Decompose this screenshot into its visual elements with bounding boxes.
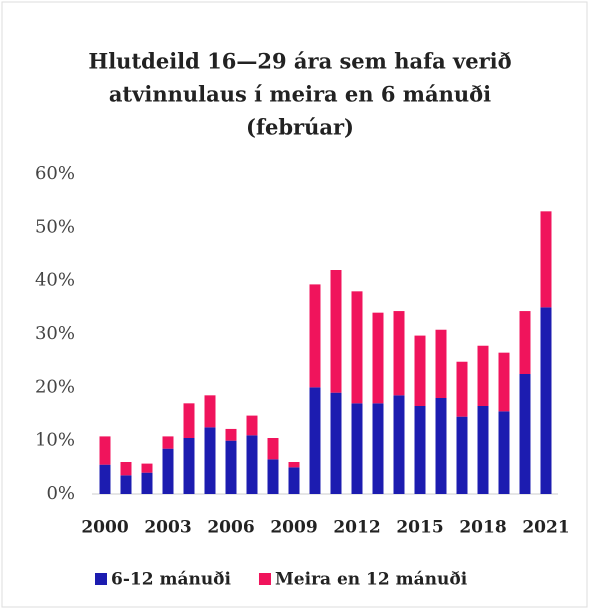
bar-segment <box>477 406 489 494</box>
bar-segment <box>120 462 132 476</box>
bar-segment <box>330 392 342 494</box>
y-tick-label: 30% <box>35 323 75 344</box>
x-tick-label: 2015 <box>396 518 443 538</box>
bar-segment <box>99 464 111 494</box>
y-tick-label: 40% <box>35 270 75 291</box>
legend-swatch <box>95 573 107 585</box>
legend-label: 6-12 mánuði <box>111 570 232 590</box>
x-tick-label: 2006 <box>207 518 254 538</box>
bar-segment <box>330 270 342 393</box>
chart-title: Hlutdeild 16—29 ára sem hafa verið <box>88 49 511 74</box>
bar-segment <box>267 459 279 494</box>
bar-segment <box>288 462 300 468</box>
bar-segment <box>204 395 216 428</box>
bar-segment <box>519 374 531 494</box>
bar-segment <box>141 463 153 473</box>
legend-swatch <box>258 573 271 585</box>
bar-segment <box>351 403 363 494</box>
x-tick-label: 2000 <box>81 518 128 538</box>
bar-segment <box>498 411 510 494</box>
bar-segment <box>309 387 321 494</box>
bar-segment <box>225 428 237 441</box>
bar-segment <box>183 438 195 494</box>
bar-segment <box>246 435 258 494</box>
bar-segment <box>141 472 153 494</box>
bar-segment <box>99 436 111 465</box>
y-tick-label: 0% <box>46 483 75 504</box>
y-tick-label: 10% <box>35 430 75 451</box>
bar-segment <box>393 395 405 494</box>
bar-segment <box>162 436 174 449</box>
bar-segment <box>372 312 384 404</box>
bar-segment <box>246 415 258 436</box>
legend-label: Meira en 12 mánuði <box>275 570 468 590</box>
y-tick-label: 50% <box>35 216 75 237</box>
bar-segment <box>456 361 468 417</box>
bar-segment <box>288 467 300 494</box>
bar-segment <box>267 438 279 460</box>
bar-segment <box>414 335 426 406</box>
x-tick-label: 2009 <box>270 518 317 538</box>
bar-segment <box>477 345 489 406</box>
y-tick-label: 60% <box>35 163 75 184</box>
bar-segment <box>414 406 426 494</box>
x-tick-label: 2018 <box>459 518 506 538</box>
x-tick-label: 2003 <box>144 518 191 538</box>
x-tick-label: 2021 <box>522 518 569 538</box>
bar-segment <box>120 475 132 494</box>
bar-segment <box>225 440 237 494</box>
x-tick-label: 2012 <box>333 518 380 538</box>
bar-segment <box>162 448 174 494</box>
bar-segment <box>309 284 321 388</box>
bar-segment <box>393 311 405 396</box>
chart-title: (febrúar) <box>246 115 354 140</box>
bar-segment <box>540 211 552 308</box>
bar-segment <box>351 291 363 404</box>
bar-segment <box>372 403 384 494</box>
bar-segment <box>498 352 510 412</box>
bar-segment <box>540 307 552 494</box>
bar-segment <box>435 329 447 398</box>
bar-segment <box>183 403 195 438</box>
y-tick-label: 20% <box>35 376 75 397</box>
chart-title: atvinnulaus í meira en 6 mánuði <box>109 82 491 107</box>
bar-segment <box>435 398 447 494</box>
bar-segment <box>456 416 468 494</box>
bar-segment <box>519 311 531 374</box>
bar-segment <box>204 427 216 494</box>
